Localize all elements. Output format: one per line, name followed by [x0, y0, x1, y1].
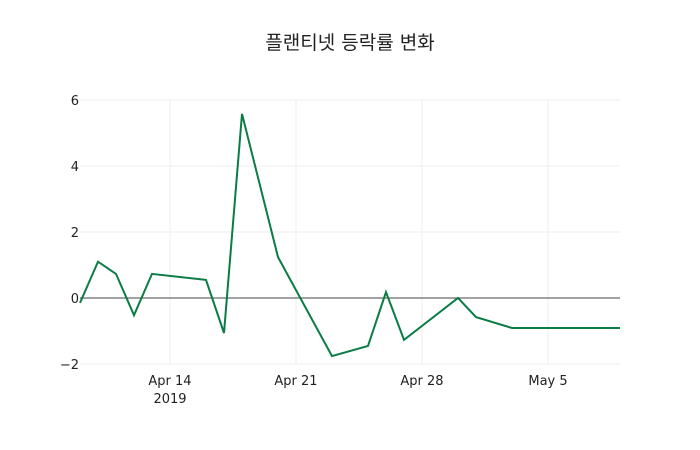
y-tick-label: 6	[71, 94, 79, 109]
y-axis-ticks: −2 0 2 4 6	[60, 94, 79, 373]
y-tick-label: 4	[71, 160, 79, 175]
x-tick-label: Apr 14	[148, 374, 191, 389]
x-tick-label: May 5	[528, 374, 567, 389]
x-axis-ticks: Apr 14 Apr 21 Apr 28 May 5	[148, 374, 567, 389]
chart-title: 플랜티넷 등락률 변화	[265, 32, 434, 54]
x-tick-label: Apr 21	[274, 374, 317, 389]
y-tick-label: −2	[60, 358, 79, 373]
x-axis-year-label: 2019	[153, 392, 186, 407]
y-gridlines	[80, 99, 620, 365]
series-line	[79, 113, 620, 358]
y-tick-label: 2	[71, 226, 79, 241]
y-tick-label: 0	[71, 292, 79, 307]
x-tick-label: Apr 28	[400, 374, 443, 389]
